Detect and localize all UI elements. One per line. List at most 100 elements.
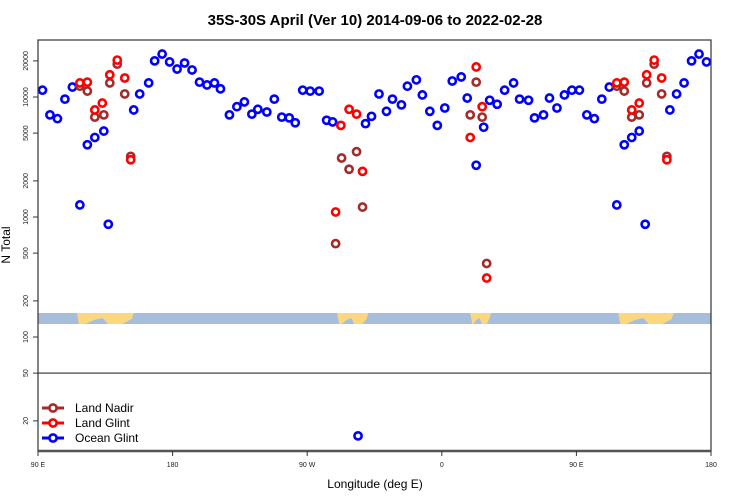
data-point (98, 126, 109, 136)
data-point (671, 89, 682, 99)
data-point (694, 49, 704, 59)
data-point (465, 109, 476, 120)
data-point (574, 85, 585, 96)
data-point (215, 83, 226, 94)
legend-label: Land Nadir (75, 401, 134, 415)
data-point (335, 120, 346, 131)
legend-item: Land Glint (42, 416, 130, 430)
data-point (246, 109, 257, 120)
chart-title: 35S-30S April (Ver 10) 2014-09-06 to 202… (208, 12, 543, 29)
data-point (596, 94, 607, 105)
data-point (179, 58, 190, 68)
legend-label: Land Glint (75, 416, 130, 430)
data-point (611, 78, 622, 88)
data-point (67, 82, 78, 92)
data-points (37, 49, 712, 441)
data-point (37, 85, 48, 96)
data-point (514, 94, 525, 105)
y-tick-label: 100 (23, 331, 30, 343)
y-tick-label: 200 (23, 295, 30, 307)
data-point (128, 105, 139, 115)
map-land (337, 313, 369, 324)
data-point (581, 109, 592, 120)
data-point (686, 55, 697, 66)
data-point (104, 78, 115, 88)
data-point (499, 85, 510, 96)
data-point (544, 93, 555, 103)
y-axis-ticks: 20000 10000 5000 2000 1000 500 200 100 50 20 (23, 51, 38, 425)
data-point (314, 86, 325, 96)
data-point (224, 109, 235, 120)
map-land (76, 313, 134, 324)
data-point (456, 72, 467, 82)
y-tick-label: 2000 (23, 173, 30, 189)
data-point (619, 86, 630, 96)
data-point (492, 99, 503, 110)
data-point (656, 89, 667, 99)
data-point (202, 80, 212, 90)
data-point (477, 101, 488, 112)
data-point (508, 78, 519, 88)
data-point (232, 101, 242, 112)
data-point (336, 153, 347, 163)
data-point (104, 69, 115, 80)
data-point (567, 85, 577, 96)
data-point (641, 69, 652, 80)
data-point (634, 109, 645, 120)
data-point (529, 112, 540, 123)
data-point (357, 202, 368, 212)
x-tick-label: 90 E (31, 462, 46, 469)
data-point (125, 154, 136, 165)
y-tick-label: 50 (23, 369, 30, 377)
data-point (276, 112, 287, 122)
data-point (74, 78, 85, 88)
y-axis-label: N Total (0, 226, 13, 263)
data-point (604, 82, 615, 92)
data-point (439, 103, 450, 113)
data-point (661, 154, 672, 165)
data-point (261, 107, 272, 117)
data-point (149, 55, 160, 66)
data-point (297, 85, 308, 96)
legend-marker (48, 433, 58, 443)
data-point (538, 109, 549, 120)
data-point (424, 106, 435, 117)
data-point (552, 103, 562, 113)
data-point (589, 113, 600, 124)
data-point (269, 94, 280, 105)
x-tick-label: 180 (705, 462, 717, 469)
data-point (481, 258, 492, 269)
data-point (290, 117, 301, 128)
data-point (523, 95, 534, 106)
data-point (626, 105, 637, 115)
data-point (679, 78, 689, 88)
data-point (98, 109, 109, 120)
data-point (471, 77, 482, 88)
y-tick-label: 10000 (23, 87, 30, 107)
data-point (143, 78, 154, 88)
data-point (112, 55, 123, 66)
data-point (344, 164, 354, 175)
legend-label: Ocean Glint (75, 431, 139, 445)
y-tick-label: 20 (23, 417, 30, 425)
map-ocean (38, 313, 711, 324)
data-point (447, 76, 458, 86)
data-point (559, 90, 570, 100)
x-axis-ticks: 90 E 180 90 W 0 90 E 180 (31, 451, 717, 469)
data-point (357, 166, 368, 177)
data-point (396, 99, 407, 110)
data-point (60, 94, 70, 105)
data-point (351, 146, 362, 157)
legend-marker (48, 403, 58, 413)
data-point (477, 112, 488, 122)
y-tick-label: 20000 (23, 51, 30, 71)
data-point (432, 120, 443, 131)
y-tick-label: 500 (23, 247, 30, 259)
data-point (374, 89, 384, 99)
data-point (462, 93, 473, 103)
data-point (360, 118, 371, 129)
data-point (366, 111, 377, 122)
data-point (634, 126, 645, 136)
data-point (481, 273, 492, 283)
